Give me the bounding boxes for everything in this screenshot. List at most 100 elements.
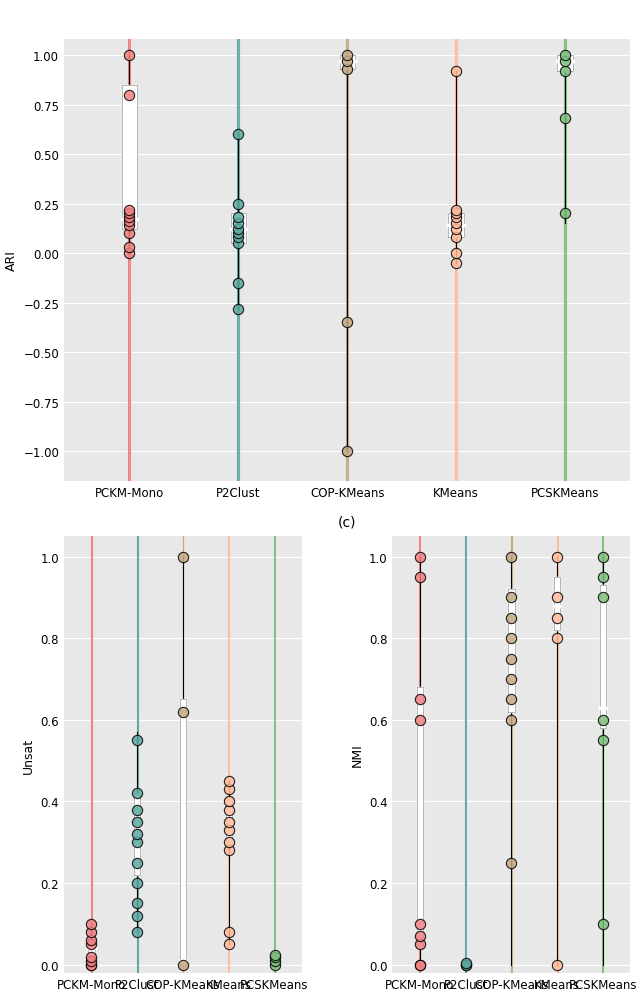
Point — [451, 211, 461, 227]
Point — [506, 549, 516, 565]
Point — [124, 218, 134, 234]
Point — [223, 843, 234, 859]
Point — [269, 953, 280, 969]
Point — [451, 246, 461, 262]
Point — [124, 87, 134, 103]
Point — [124, 207, 134, 223]
Bar — [417, 687, 423, 949]
Point — [86, 924, 97, 940]
Bar — [600, 586, 606, 728]
Bar — [134, 793, 140, 875]
Point — [451, 230, 461, 246]
Point — [132, 896, 142, 912]
Point — [233, 301, 243, 317]
Point — [124, 48, 134, 64]
Point — [506, 631, 516, 647]
Point — [124, 203, 134, 219]
Point — [415, 549, 425, 565]
Point — [223, 801, 234, 817]
Point — [506, 590, 516, 606]
Bar — [340, 56, 355, 70]
Point — [132, 924, 142, 940]
Point — [132, 801, 142, 817]
Point — [451, 256, 461, 272]
Point — [342, 443, 353, 459]
Bar — [122, 85, 137, 230]
Point — [560, 54, 570, 70]
Point — [560, 111, 570, 127]
Point — [269, 957, 280, 973]
Bar — [271, 956, 278, 963]
Point — [506, 712, 516, 728]
Point — [124, 240, 134, 256]
Point — [124, 211, 134, 227]
Point — [132, 855, 142, 871]
Point — [342, 48, 353, 64]
Point — [415, 957, 425, 973]
Point — [233, 222, 243, 238]
Y-axis label: NMI: NMI — [350, 743, 364, 766]
Point — [598, 570, 608, 586]
Point — [598, 549, 608, 565]
Point — [223, 924, 234, 940]
Point — [233, 236, 243, 252]
Text: (c): (c) — [338, 515, 356, 529]
Point — [132, 834, 142, 851]
Point — [560, 64, 570, 80]
Point — [223, 793, 234, 809]
Point — [451, 64, 461, 80]
Point — [461, 957, 471, 973]
Point — [552, 549, 563, 565]
Point — [233, 276, 243, 292]
Point — [506, 610, 516, 626]
Point — [415, 712, 425, 728]
Point — [86, 949, 97, 965]
Point — [451, 216, 461, 232]
Point — [506, 855, 516, 871]
Point — [552, 590, 563, 606]
Point — [233, 197, 243, 213]
Point — [132, 908, 142, 924]
Point — [415, 570, 425, 586]
Point — [461, 957, 471, 973]
Point — [223, 773, 234, 789]
Y-axis label: Unsat: Unsat — [22, 737, 35, 772]
Point — [598, 590, 608, 606]
Point — [506, 692, 516, 708]
Bar — [508, 590, 515, 712]
Point — [598, 712, 608, 728]
Bar — [557, 56, 573, 72]
Point — [598, 732, 608, 748]
Point — [506, 671, 516, 687]
Y-axis label: ARI: ARI — [4, 251, 18, 271]
Point — [86, 937, 97, 953]
Point — [233, 211, 243, 227]
Point — [269, 949, 280, 965]
Point — [132, 785, 142, 801]
Point — [233, 226, 243, 242]
Point — [233, 216, 243, 232]
Bar — [449, 215, 464, 238]
Point — [233, 230, 243, 246]
Point — [451, 207, 461, 223]
Point — [461, 955, 471, 971]
Point — [86, 957, 97, 973]
Point — [560, 207, 570, 223]
Point — [415, 692, 425, 708]
Point — [598, 916, 608, 932]
Point — [178, 704, 188, 720]
Point — [552, 631, 563, 647]
Point — [132, 732, 142, 748]
Point — [124, 215, 134, 231]
Point — [415, 916, 425, 932]
Point — [269, 947, 280, 963]
Point — [451, 222, 461, 238]
Point — [223, 814, 234, 830]
Point — [86, 932, 97, 948]
Point — [124, 226, 134, 242]
Point — [552, 610, 563, 626]
Point — [233, 127, 243, 143]
Point — [342, 62, 353, 78]
Point — [560, 48, 570, 64]
Point — [415, 937, 425, 953]
